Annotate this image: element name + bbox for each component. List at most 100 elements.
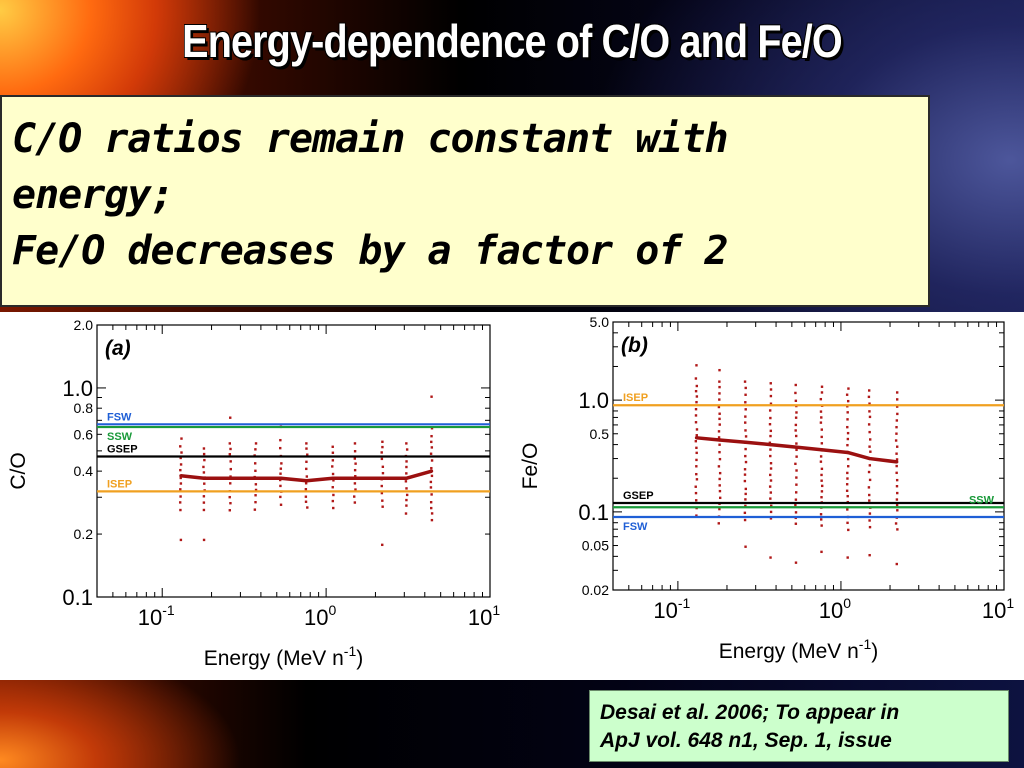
scatter-point: [178, 501, 182, 504]
scatter-point: [794, 522, 798, 525]
scatter-point: [769, 429, 773, 433]
reference-line-label: GSEP: [107, 443, 138, 455]
scatter-point: [895, 391, 899, 394]
y-tick-label: 2.0: [74, 317, 94, 333]
scatter-point: [279, 495, 282, 499]
scatter-point: [353, 501, 357, 504]
scatter-point: [769, 388, 773, 391]
scatter-point: [895, 445, 899, 448]
scatter-point: [695, 465, 698, 468]
scatter-point: [769, 510, 773, 514]
scatter-point: [768, 441, 772, 444]
mean-series-point: [743, 440, 748, 444]
scatter-point: [743, 479, 747, 483]
scatter-point: [332, 479, 335, 482]
reference-line-label: SSW: [969, 494, 995, 506]
scatter-point: [694, 414, 698, 417]
scatter-point: [305, 467, 308, 471]
y-tick-label: 0.4: [74, 463, 94, 479]
slide-title: Energy-dependence of C/O and Fe/O: [182, 15, 842, 67]
scatter-point: [868, 512, 872, 515]
scatter-point: [254, 469, 257, 473]
plot-frame: [612, 321, 1005, 591]
scatter-point: [405, 442, 408, 445]
scatter-point: [868, 415, 872, 419]
chart-panel-a: 10-1 100 101 2.0 1.00.8 0.6 0.4 0.2 0.1 Energy (M…: [7, 317, 500, 670]
scatter-point: [306, 453, 309, 456]
scatter-point: [743, 468, 747, 471]
scatter-point: [718, 392, 721, 395]
callout-line-2: energy;: [12, 172, 175, 218]
scatter-point: [718, 471, 722, 475]
scatter-point: [895, 471, 898, 475]
scatter-point: [868, 445, 871, 448]
scatter-point: [202, 452, 206, 456]
scatter-point: [795, 476, 798, 479]
scatter-point: [279, 484, 282, 488]
mean-series-point: [353, 476, 357, 480]
panel-label: (a): [105, 337, 131, 360]
scatter-point: [429, 486, 433, 489]
scatter-point: [180, 451, 183, 454]
scatter-point: [718, 380, 721, 383]
scatter-point: [895, 464, 898, 468]
scatter-point: [744, 492, 747, 496]
scatter-point: [794, 416, 798, 419]
scatter-point: [819, 513, 823, 516]
scatter-point: [846, 431, 850, 435]
scatter-point: [353, 482, 357, 485]
y-axis-label: C/O: [7, 452, 30, 489]
scatter-point: [868, 430, 871, 434]
scatter-point: [820, 416, 823, 419]
mean-series-point: [868, 456, 872, 461]
scatter-point: [846, 508, 849, 511]
reference-line-label: ISEP: [107, 478, 132, 490]
x-axis-label: Energy (MeV n-1): [204, 643, 364, 670]
scatter-point: [820, 435, 823, 439]
scatter-point: [847, 528, 850, 532]
scatter-point: [430, 427, 434, 430]
scatter-point: [718, 450, 721, 454]
panel-label: (b): [621, 334, 648, 357]
scatter-point: [695, 384, 699, 388]
scatter-point: [695, 478, 699, 481]
scatter-point: [179, 488, 182, 491]
mean-series-point: [405, 476, 409, 480]
scatter-point: [868, 499, 871, 502]
scatter-point: [280, 462, 283, 465]
scatter-point: [381, 471, 385, 475]
scatter-point: [744, 447, 747, 451]
scatter-point: [718, 412, 721, 415]
scatter-point: [179, 468, 182, 472]
scatter-point: [430, 518, 434, 522]
scatter-point: [405, 460, 408, 463]
scatter-point: [794, 383, 797, 387]
x-tick-label: 10-1: [653, 595, 690, 623]
scatter-point: [306, 506, 309, 509]
scatter-point: [381, 465, 385, 468]
scatter-point: [695, 499, 698, 502]
scatter-point: [304, 495, 308, 498]
scatter-point: [353, 442, 357, 445]
mean-series-point: [228, 476, 232, 480]
scatter-point: [430, 459, 434, 462]
scatter-point: [846, 437, 850, 441]
mean-series-point: [253, 476, 257, 480]
scatter-point: [694, 491, 698, 495]
y-tick-label: 0.1: [62, 585, 93, 610]
scatter-point: [202, 501, 206, 504]
scatter-point: [769, 556, 772, 559]
mean-series-point: [179, 474, 183, 478]
scatter-point: [846, 443, 849, 447]
scatter-point: [846, 425, 849, 429]
scatter-point: [820, 484, 824, 488]
scatter-point: [279, 472, 282, 475]
scatter-point: [429, 480, 433, 484]
scatter-point: [279, 446, 282, 450]
scatter-point: [695, 458, 698, 462]
scatter-point: [354, 474, 357, 478]
scatter-point: [846, 521, 849, 525]
y-tick-label: 1.0: [578, 388, 609, 413]
scatter-point: [846, 457, 850, 461]
scatter-point: [331, 445, 334, 448]
